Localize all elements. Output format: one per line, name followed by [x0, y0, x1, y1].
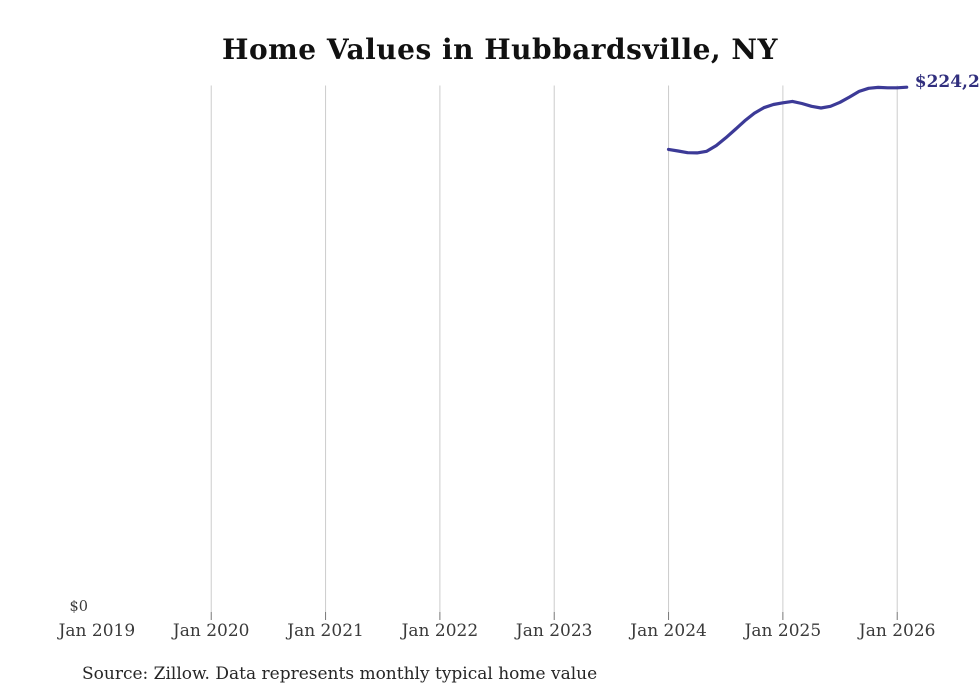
x-tick-label: Jan 2019: [58, 621, 136, 641]
x-tick-label: Jan 2026: [858, 621, 936, 641]
source-note: Source: Zillow. Data represents monthly …: [82, 664, 598, 684]
x-tick-label: Jan 2023: [515, 621, 593, 641]
x-tick-label: Jan 2024: [630, 621, 707, 641]
x-tick-label: Jan 2020: [172, 621, 250, 641]
y-axis-zero-label: $0: [69, 599, 88, 615]
value-line: [666, 85, 909, 155]
latest-value-label: $224,293: [914, 72, 980, 93]
x-tick-label: Jan 2022: [401, 621, 479, 641]
chart-title: Home Values in Hubbardsville, NY: [222, 33, 778, 66]
x-tick-label: Jan 2021: [287, 621, 364, 641]
x-tick-label: Jan 2025: [744, 621, 822, 641]
